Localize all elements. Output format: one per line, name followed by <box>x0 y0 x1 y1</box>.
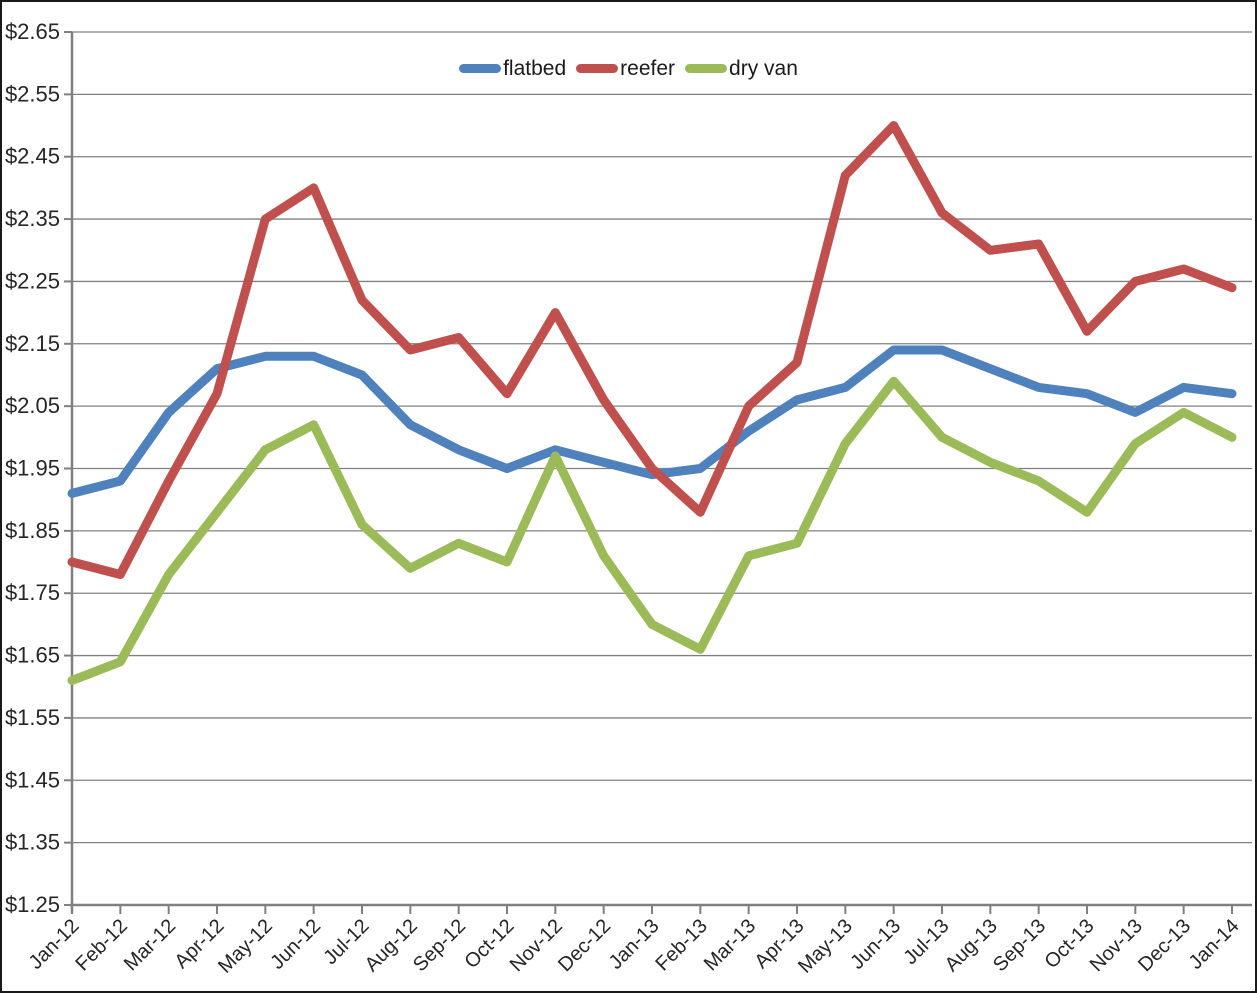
x-axis-label: Nov-13 <box>1086 915 1147 976</box>
x-axis-label: Jan-14 <box>1185 915 1244 974</box>
y-axis-label: $1.95 <box>5 456 60 481</box>
y-axis-label: $2.45 <box>5 144 60 169</box>
x-axis-label: Sep-12 <box>409 915 470 976</box>
y-axis-label: $2.35 <box>5 206 60 231</box>
x-axis-label: May-13 <box>794 915 857 978</box>
y-axis-label: $1.85 <box>5 518 60 543</box>
y-axis-label: $1.55 <box>5 705 60 730</box>
x-axis-label: Dec-13 <box>1134 915 1195 976</box>
x-axis-label: Mar-12 <box>120 915 180 975</box>
x-axis-label: May-12 <box>214 915 277 978</box>
x-axis-label: Nov-12 <box>506 915 567 976</box>
y-axis-label: $1.35 <box>5 830 60 855</box>
reefer-line <box>67 121 1237 579</box>
x-axis-label: Jun-12 <box>266 915 325 974</box>
x-axis-label: Aug-12 <box>361 915 422 976</box>
y-axis-label: $1.45 <box>5 767 60 792</box>
dry-van-line <box>67 376 1237 685</box>
y-axis-label: $2.65 <box>5 19 60 44</box>
x-axis-label: Jan-13 <box>605 915 664 974</box>
x-axis-label: Aug-13 <box>941 915 1002 976</box>
x-axis-label: Jan-12 <box>25 915 84 974</box>
x-axis-label: Jun-13 <box>846 915 905 974</box>
y-axis-label: $2.55 <box>5 81 60 106</box>
y-axis-label: $2.05 <box>5 393 60 418</box>
x-axis-label: Mar-13 <box>700 915 760 975</box>
flatbed-line <box>67 345 1237 498</box>
y-axis-label: $1.65 <box>5 643 60 668</box>
x-axis-label: Feb-13 <box>651 915 711 975</box>
x-axis-label: Sep-13 <box>989 915 1050 976</box>
y-axis-label: $2.25 <box>5 268 60 293</box>
x-axis-label: Feb-12 <box>71 915 131 975</box>
y-axis-label: $1.25 <box>5 892 60 917</box>
x-axis-label: Dec-12 <box>554 915 615 976</box>
y-axis-label: $2.15 <box>5 331 60 356</box>
y-axis-label: $1.75 <box>5 580 60 605</box>
